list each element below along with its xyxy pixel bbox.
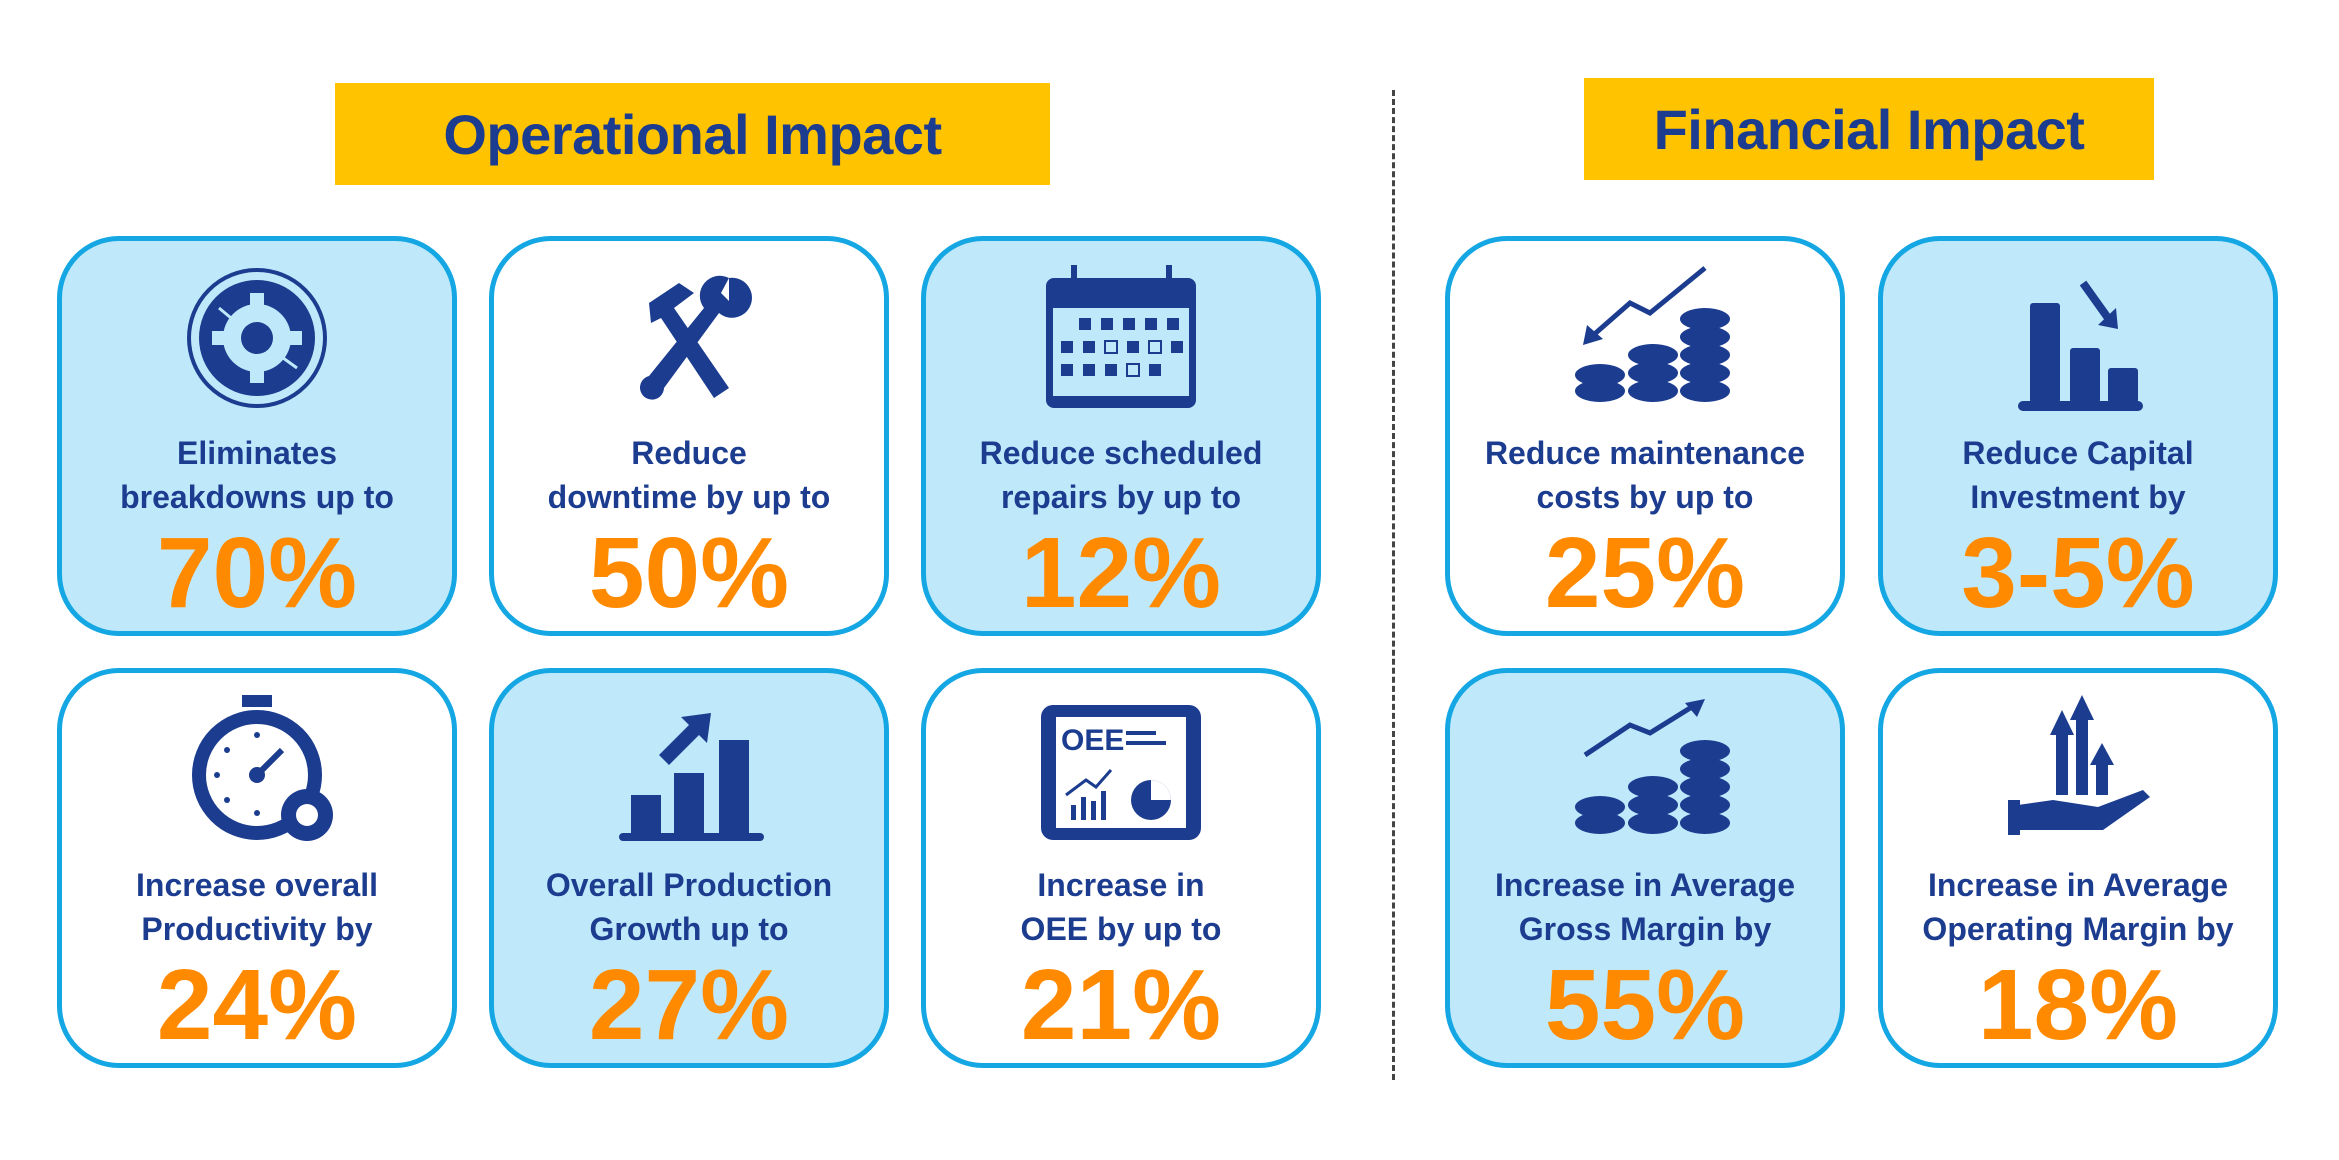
card-reduce-capital-investment: Reduce Capital Investment by 3-5% xyxy=(1878,236,2278,636)
coins-up-trend-icon xyxy=(1450,695,1840,845)
card-increase-productivity: Increase overall Productivity by 24% xyxy=(57,668,457,1068)
card-production-growth: Overall Production Growth up to 27% xyxy=(489,668,889,1068)
stopwatch-gear-icon xyxy=(62,695,452,845)
card-value: 3-5% xyxy=(1961,517,2195,629)
card-value: 70% xyxy=(156,517,358,629)
oee-tablet-icon: OEE xyxy=(926,695,1316,845)
hand-arrows-up-icon xyxy=(1883,695,2273,845)
card-label-line1: Increase overall xyxy=(136,867,378,903)
card-value: 24% xyxy=(156,949,358,1061)
oee-icon-text: OEE xyxy=(1061,724,1124,757)
card-value: 21% xyxy=(1020,949,1222,1061)
card-value: 12% xyxy=(1020,517,1222,629)
card-label-line1: Reduce scheduled xyxy=(979,435,1263,471)
coins-down-trend-icon xyxy=(1450,263,1840,413)
operational-impact-header: Operational Impact xyxy=(335,83,1050,185)
card-value: 18% xyxy=(1977,949,2179,1061)
card-label-line1: Eliminates xyxy=(176,435,338,471)
card-label-line1: Overall Production xyxy=(545,867,833,903)
card-value: 25% xyxy=(1544,517,1746,629)
card-label-line1: Reduce xyxy=(631,435,747,471)
card-label-line2: Gross Margin by xyxy=(1518,911,1772,947)
card-label-line2: OEE by up to xyxy=(1020,911,1222,947)
card-label-line1: Increase in Average xyxy=(1927,867,2228,903)
card-increase-oee: OEE Increase in OEE by up to 21% xyxy=(921,668,1321,1068)
card-label-line1: Increase in Average xyxy=(1494,867,1795,903)
card-label-line2: Productivity by xyxy=(141,911,373,947)
card-reduce-scheduled-repairs: Reduce scheduled repairs by up to 12% xyxy=(921,236,1321,636)
card-label-line2: costs by up to xyxy=(1536,479,1754,515)
card-label-line2: downtime by up to xyxy=(547,479,831,515)
card-label-line1: Reduce Capital xyxy=(1962,435,2194,471)
card-gross-margin: Increase in Average Gross Margin by 55% xyxy=(1445,668,1845,1068)
bars-decrease-icon xyxy=(1883,263,2273,413)
card-value: 55% xyxy=(1544,949,1746,1061)
growth-bars-icon xyxy=(494,695,884,845)
card-value: 27% xyxy=(588,949,790,1061)
card-label-line2: Investment by xyxy=(1970,479,2186,515)
card-label-line2: Growth up to xyxy=(589,911,789,947)
gear-breakdown-icon xyxy=(62,263,452,413)
card-reduce-downtime: Reduce downtime by up to 50% xyxy=(489,236,889,636)
card-label-line2: breakdowns up to xyxy=(120,479,394,515)
section-divider xyxy=(1392,90,1395,1080)
calendar-icon xyxy=(926,263,1316,413)
card-operating-margin: Increase in Average Operating Margin by 1… xyxy=(1878,668,2278,1068)
financial-impact-header: Financial Impact xyxy=(1584,78,2154,180)
card-value: 50% xyxy=(588,517,790,629)
card-reduce-maintenance-costs: Reduce maintenance costs by up to 25% xyxy=(1445,236,1845,636)
card-label-line2: Operating Margin by xyxy=(1922,911,2234,947)
hammer-wrench-icon xyxy=(494,263,884,413)
card-label-line1: Reduce maintenance xyxy=(1484,435,1806,471)
card-eliminate-breakdowns: Eliminates breakdowns up to 70% xyxy=(57,236,457,636)
card-label-line2: repairs by up to xyxy=(1000,479,1242,515)
card-label-line1: Increase in xyxy=(1037,867,1205,903)
